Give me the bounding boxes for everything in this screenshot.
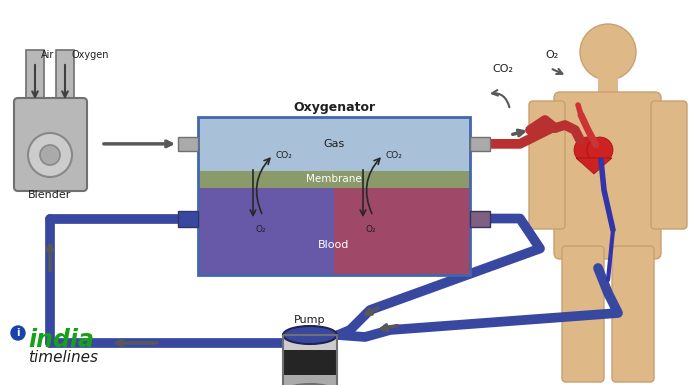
Text: CO₂: CO₂ [386,151,403,160]
Text: Gas: Gas [324,139,345,149]
Bar [56,50,74,110]
Text: Oxygen: Oxygen [71,50,109,60]
Bar [470,137,490,151]
Text: Oxygenator: Oxygenator [293,100,375,114]
Bar [198,117,470,275]
Bar [283,350,337,378]
Text: Blood: Blood [318,239,349,249]
Bar [198,117,470,171]
Text: CO₂: CO₂ [492,64,513,74]
FancyBboxPatch shape [562,246,604,382]
Text: Air: Air [41,50,54,60]
FancyBboxPatch shape [529,101,565,229]
Ellipse shape [283,326,337,344]
Bar [178,137,198,151]
Text: Membrane: Membrane [306,174,362,184]
Text: Pump: Pump [294,315,326,325]
Ellipse shape [283,384,337,385]
Circle shape [28,133,72,177]
Text: O₂: O₂ [366,225,377,234]
Circle shape [587,137,613,163]
Bar [598,78,618,100]
Bar [198,188,334,275]
Text: i: i [16,328,19,338]
Text: timelines: timelines [28,350,98,365]
Circle shape [40,145,60,165]
Bar [283,375,337,385]
FancyBboxPatch shape [651,101,687,229]
Text: O₂: O₂ [256,225,267,234]
Bar [334,188,470,275]
Polygon shape [576,158,612,174]
FancyBboxPatch shape [14,98,87,191]
Text: india: india [28,328,94,352]
Bar [26,50,44,110]
FancyBboxPatch shape [554,92,661,259]
Bar [178,211,198,226]
Text: Blender: Blender [29,190,72,200]
Bar [198,171,470,188]
Bar [283,335,337,385]
Text: O₂: O₂ [545,50,558,60]
Bar [283,335,337,363]
Text: CO₂: CO₂ [276,151,293,160]
Bar [470,211,490,226]
Circle shape [574,137,600,163]
FancyBboxPatch shape [612,246,654,382]
Circle shape [580,24,636,80]
Circle shape [11,326,25,340]
